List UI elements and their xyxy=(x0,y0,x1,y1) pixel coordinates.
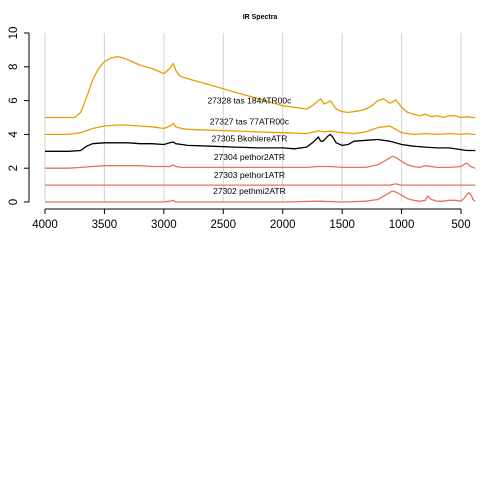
y-axis: 0 2 4 6 8 10 xyxy=(8,27,30,205)
series-label-1: 27327 tas 77ATR00c xyxy=(210,117,290,127)
series-line-4 xyxy=(45,183,476,186)
series-line-1 xyxy=(45,122,476,136)
chart-title: IR Spectra xyxy=(243,14,278,21)
series-line-2 xyxy=(45,133,476,152)
x-tick-label-2000: 2000 xyxy=(270,219,296,231)
x-tick-label-3000: 3000 xyxy=(151,219,177,231)
series-label-5: 27302 pethmi2ATR xyxy=(213,186,286,196)
y-tick-label-4: 4 xyxy=(8,131,20,138)
series-line-5 xyxy=(45,190,476,203)
series-label-0: 27328 tas 184ATR00c xyxy=(207,96,292,106)
x-tick-label-1000: 1000 xyxy=(389,219,415,231)
x-tick-label-3500: 3500 xyxy=(92,219,118,231)
y-tick-label-10: 10 xyxy=(8,27,20,40)
y-tick-label-0: 0 xyxy=(8,199,20,205)
series-label-4: 27303 pethor1ATR xyxy=(214,170,285,180)
x-tick-label-2500: 2500 xyxy=(210,219,236,231)
y-tick-label-6: 6 xyxy=(8,97,20,103)
x-tick-label-500: 500 xyxy=(451,219,470,231)
series-labels: 27328 tas 184ATR00c 27327 tas 77ATR00c 273… xyxy=(207,96,292,196)
series-line-3 xyxy=(45,155,476,169)
y-tick-label-8: 8 xyxy=(8,64,20,70)
x-tick-label-1500: 1500 xyxy=(329,219,355,231)
series-group xyxy=(45,56,476,203)
y-tick-label-2: 2 xyxy=(8,165,20,171)
x-tick-label-4000: 4000 xyxy=(32,219,58,231)
series-line-0 xyxy=(45,56,476,119)
x-axis: 4000 3500 3000 2500 2000 1500 1000 500 xyxy=(32,208,471,231)
series-label-2: 27305 BkohlereATR xyxy=(211,134,287,144)
series-label-3: 27304 pethor2ATR xyxy=(214,152,285,162)
